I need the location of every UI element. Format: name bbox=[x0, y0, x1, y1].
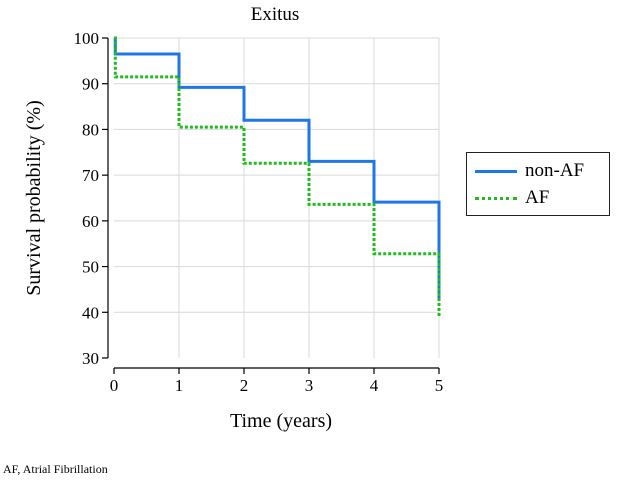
chart-title: Exitus bbox=[251, 4, 300, 25]
y-axis-label: Survival probability (%) bbox=[23, 100, 45, 296]
series-layer bbox=[113, 36, 441, 317]
series-line-af bbox=[113, 36, 441, 317]
x-tick-label-2: 2 bbox=[240, 376, 249, 395]
footnote: AF, Atrial Fibrillation bbox=[3, 462, 108, 476]
y-tick-label-100: 100 bbox=[74, 29, 100, 48]
x-tick-label-3: 3 bbox=[305, 376, 314, 395]
x-axis-label: Time (years) bbox=[230, 410, 332, 432]
y-tick-label-30: 30 bbox=[82, 349, 99, 368]
y-tick-label-80: 80 bbox=[82, 120, 99, 139]
legend-label-non-af: non-AF bbox=[525, 160, 585, 181]
axes: 30 40 50 60 70 80 90 100 0 1 2 3 4 5 bbox=[74, 29, 444, 395]
x-tick-label-0: 0 bbox=[110, 376, 119, 395]
legend-item-af: AF bbox=[475, 187, 550, 208]
y-tick-label-70: 70 bbox=[82, 166, 99, 185]
legend-label-af: AF bbox=[525, 187, 550, 208]
legend-swatch-af bbox=[475, 196, 517, 200]
y-tick-label-90: 90 bbox=[82, 75, 99, 94]
x-tick-label-1: 1 bbox=[175, 376, 184, 395]
legend: non-AF AF bbox=[466, 152, 610, 216]
x-tick-label-4: 4 bbox=[370, 376, 379, 395]
y-tick-label-40: 40 bbox=[82, 303, 99, 322]
y-tick-label-60: 60 bbox=[82, 212, 99, 231]
legend-item-non-af: non-AF bbox=[475, 160, 585, 181]
legend-swatch-non-af bbox=[475, 169, 517, 173]
y-tick-label-50: 50 bbox=[82, 258, 99, 277]
x-tick-label-5: 5 bbox=[435, 376, 444, 395]
grid bbox=[114, 37, 440, 358]
